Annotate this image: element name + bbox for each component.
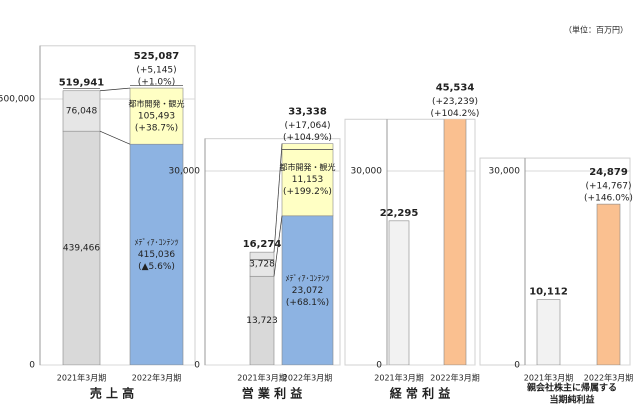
total-label: 24,879 <box>589 167 628 178</box>
change-label: (+5,145) <box>136 66 176 76</box>
segment-label: 105,493 <box>138 112 175 122</box>
bar <box>281 143 334 217</box>
segment-label: 11,153 <box>292 175 324 185</box>
y-tick-label: 0 <box>29 361 35 371</box>
segment-name: ﾒﾃﾞｨｱ･ｺﾝﾃﾝﾂ <box>135 238 179 247</box>
segment-label: 76,048 <box>66 106 98 116</box>
y-tick-label: 30,000 <box>169 167 201 177</box>
change-label: (+14,767) <box>585 182 631 192</box>
connector <box>99 130 131 145</box>
chart-title: 売 上 高 <box>90 386 134 401</box>
total-label: 16,274 <box>243 239 282 250</box>
bar <box>249 275 275 365</box>
chart-title: 営 業 利 益 <box>242 386 303 401</box>
bar <box>249 251 275 277</box>
total-label: 519,941 <box>59 78 105 89</box>
x-tick-label: 2021年3月期 <box>57 373 106 383</box>
chart-title: 当期純利益 <box>549 394 594 406</box>
bar <box>443 119 467 366</box>
segment-label: 13,723 <box>246 316 278 326</box>
bar <box>129 87 184 145</box>
change-label: (+17,064) <box>284 121 330 131</box>
y-tick-label: 30,000 <box>489 167 521 177</box>
total-label: 10,112 <box>529 287 568 298</box>
segment-label: 415,036 <box>138 250 175 260</box>
bar <box>536 299 561 365</box>
bar <box>62 130 101 366</box>
y-tick-label: 0 <box>194 361 200 371</box>
change-label: (+146.0%) <box>584 194 633 204</box>
connector <box>273 143 283 253</box>
x-tick-label: 2021年3月期 <box>237 373 286 383</box>
total-label: 22,295 <box>380 208 419 219</box>
change-label: (+104.9%) <box>283 133 332 143</box>
y-tick-label: 500,000 <box>0 95 35 105</box>
bar <box>596 203 621 365</box>
connector <box>273 215 283 277</box>
x-tick-label: 2022年3月期 <box>283 373 332 383</box>
chart-title: 経 常 利 益 <box>390 386 451 401</box>
segment-change: (+38.7%) <box>135 124 178 134</box>
change-label: (+1.0%) <box>138 78 175 88</box>
unit-label: （単位：百万円） <box>564 25 628 35</box>
bar <box>62 90 101 132</box>
segment-label: 3,728 <box>249 260 275 270</box>
segment-change: (+68.1%) <box>286 298 329 308</box>
y-tick-label: 0 <box>514 361 520 371</box>
chart-title: 親会社株主に帰属する <box>527 382 617 394</box>
total-label: 33,338 <box>288 107 327 118</box>
y-tick-label: 0 <box>376 361 382 371</box>
total-label: 525,087 <box>134 51 180 62</box>
segment-name: 都市開発・観光 <box>280 162 336 172</box>
y-tick-label: 30,000 <box>351 167 383 177</box>
segment-name: 都市開発・観光 <box>129 99 185 109</box>
segment-name: ﾒﾃﾞｨｱ･ｺﾝﾃﾝﾂ <box>286 274 330 283</box>
segment-change: (▲5.6%) <box>138 262 175 272</box>
segment-label: 23,072 <box>292 286 324 296</box>
connector <box>99 87 131 92</box>
change-label: (+23,239) <box>432 97 478 107</box>
bar <box>129 143 184 366</box>
x-tick-label: 2022年3月期 <box>430 373 479 383</box>
total-label: 45,534 <box>436 82 475 93</box>
change-label: (+104.2%) <box>431 109 480 119</box>
segment-change: (+199.2%) <box>283 187 332 197</box>
bar <box>281 215 334 365</box>
x-tick-label: 2021年3月期 <box>374 373 423 383</box>
x-tick-label: 2022年3月期 <box>132 373 181 383</box>
segment-label: 439,466 <box>63 244 100 254</box>
x-tick-label: 2022年3月期 <box>584 373 633 383</box>
x-tick-label: 2021年3月期 <box>524 373 573 383</box>
bar <box>388 220 410 366</box>
